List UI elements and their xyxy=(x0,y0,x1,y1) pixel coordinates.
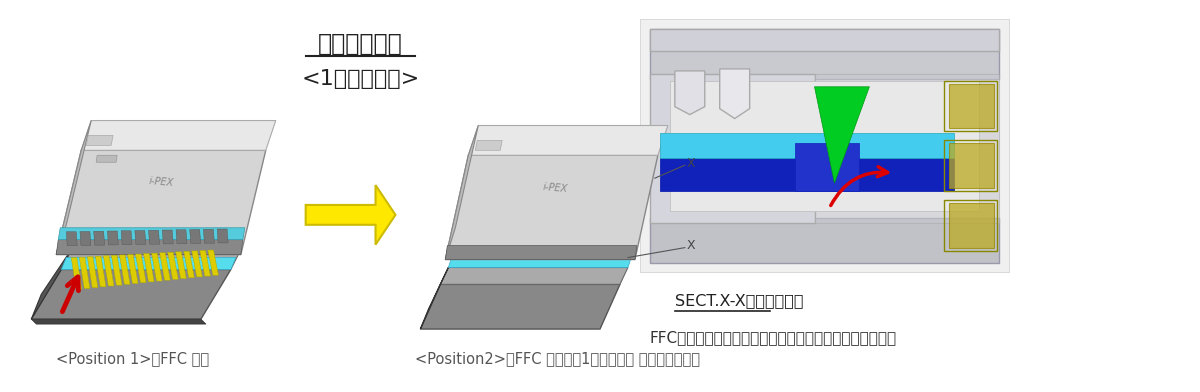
Polygon shape xyxy=(61,250,241,269)
Text: <Position2>　FFC 嵌合　（1アクション オートロック）: <Position2> FFC 嵌合 （1アクション オートロック） xyxy=(415,351,701,367)
Polygon shape xyxy=(86,135,113,145)
Polygon shape xyxy=(136,254,146,283)
Polygon shape xyxy=(720,69,750,118)
Text: FFC切り欠き部がロック部下をスライドしロックがかかる: FFC切り欠き部がロック部下をスライドしロックがかかる xyxy=(650,330,898,345)
Polygon shape xyxy=(660,158,954,191)
Polygon shape xyxy=(949,84,994,129)
Polygon shape xyxy=(650,74,815,223)
Polygon shape xyxy=(445,125,479,260)
Polygon shape xyxy=(61,258,236,269)
Text: X: X xyxy=(686,157,696,170)
Polygon shape xyxy=(208,250,218,275)
Polygon shape xyxy=(794,143,859,191)
Polygon shape xyxy=(217,229,228,243)
FancyBboxPatch shape xyxy=(640,19,1009,272)
Polygon shape xyxy=(107,231,119,245)
Polygon shape xyxy=(96,155,118,162)
Polygon shape xyxy=(56,240,242,254)
Text: i-PEX: i-PEX xyxy=(542,182,568,194)
Polygon shape xyxy=(949,143,994,188)
Polygon shape xyxy=(168,252,179,279)
Polygon shape xyxy=(94,231,104,245)
Polygon shape xyxy=(88,257,98,288)
Polygon shape xyxy=(949,203,994,248)
Text: i-PEX: i-PEX xyxy=(148,176,174,188)
Polygon shape xyxy=(670,81,979,211)
Polygon shape xyxy=(56,120,91,254)
Polygon shape xyxy=(200,250,210,276)
Text: <Position 1>　FFC 挿入: <Position 1> FFC 挿入 xyxy=(56,351,209,367)
Polygon shape xyxy=(449,256,632,267)
Polygon shape xyxy=(650,29,1000,79)
Polygon shape xyxy=(445,155,658,260)
Polygon shape xyxy=(66,232,77,246)
Polygon shape xyxy=(420,267,449,329)
Polygon shape xyxy=(120,255,130,284)
Text: <1アクション>: <1アクション> xyxy=(301,69,420,89)
Polygon shape xyxy=(31,319,206,324)
Polygon shape xyxy=(134,230,146,244)
Polygon shape xyxy=(176,230,187,244)
Polygon shape xyxy=(192,251,203,277)
Polygon shape xyxy=(95,256,106,287)
Polygon shape xyxy=(144,254,154,282)
Polygon shape xyxy=(151,253,162,281)
Polygon shape xyxy=(475,140,503,150)
Polygon shape xyxy=(80,232,91,245)
Polygon shape xyxy=(121,231,132,245)
Polygon shape xyxy=(815,74,1000,223)
Polygon shape xyxy=(112,255,122,285)
Polygon shape xyxy=(56,150,265,254)
Text: SECT.X-X　ロック構造: SECT.X-X ロック構造 xyxy=(674,293,803,308)
Polygon shape xyxy=(162,230,173,244)
Polygon shape xyxy=(103,256,114,286)
Polygon shape xyxy=(160,253,170,280)
Polygon shape xyxy=(79,257,90,289)
Polygon shape xyxy=(650,218,1000,263)
Polygon shape xyxy=(306,185,396,245)
Text: X: X xyxy=(686,239,696,252)
Polygon shape xyxy=(674,71,704,114)
Polygon shape xyxy=(204,229,215,243)
Polygon shape xyxy=(468,125,668,155)
Polygon shape xyxy=(190,229,200,243)
Polygon shape xyxy=(440,267,628,284)
Polygon shape xyxy=(82,120,276,150)
Polygon shape xyxy=(420,284,620,329)
Polygon shape xyxy=(149,230,160,244)
Polygon shape xyxy=(71,258,82,289)
Polygon shape xyxy=(31,250,71,319)
Polygon shape xyxy=(59,228,245,240)
Polygon shape xyxy=(127,254,138,283)
Polygon shape xyxy=(175,252,186,279)
Text: 嵌合プロセス: 嵌合プロセス xyxy=(318,32,403,56)
Polygon shape xyxy=(31,269,230,319)
Polygon shape xyxy=(445,246,637,260)
Polygon shape xyxy=(815,87,869,183)
Polygon shape xyxy=(184,251,194,278)
Polygon shape xyxy=(650,29,1000,51)
Polygon shape xyxy=(660,133,954,158)
